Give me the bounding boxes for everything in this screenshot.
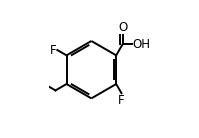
- Text: OH: OH: [133, 38, 151, 51]
- Text: F: F: [118, 94, 125, 107]
- Text: O: O: [118, 21, 127, 34]
- Text: F: F: [50, 43, 57, 57]
